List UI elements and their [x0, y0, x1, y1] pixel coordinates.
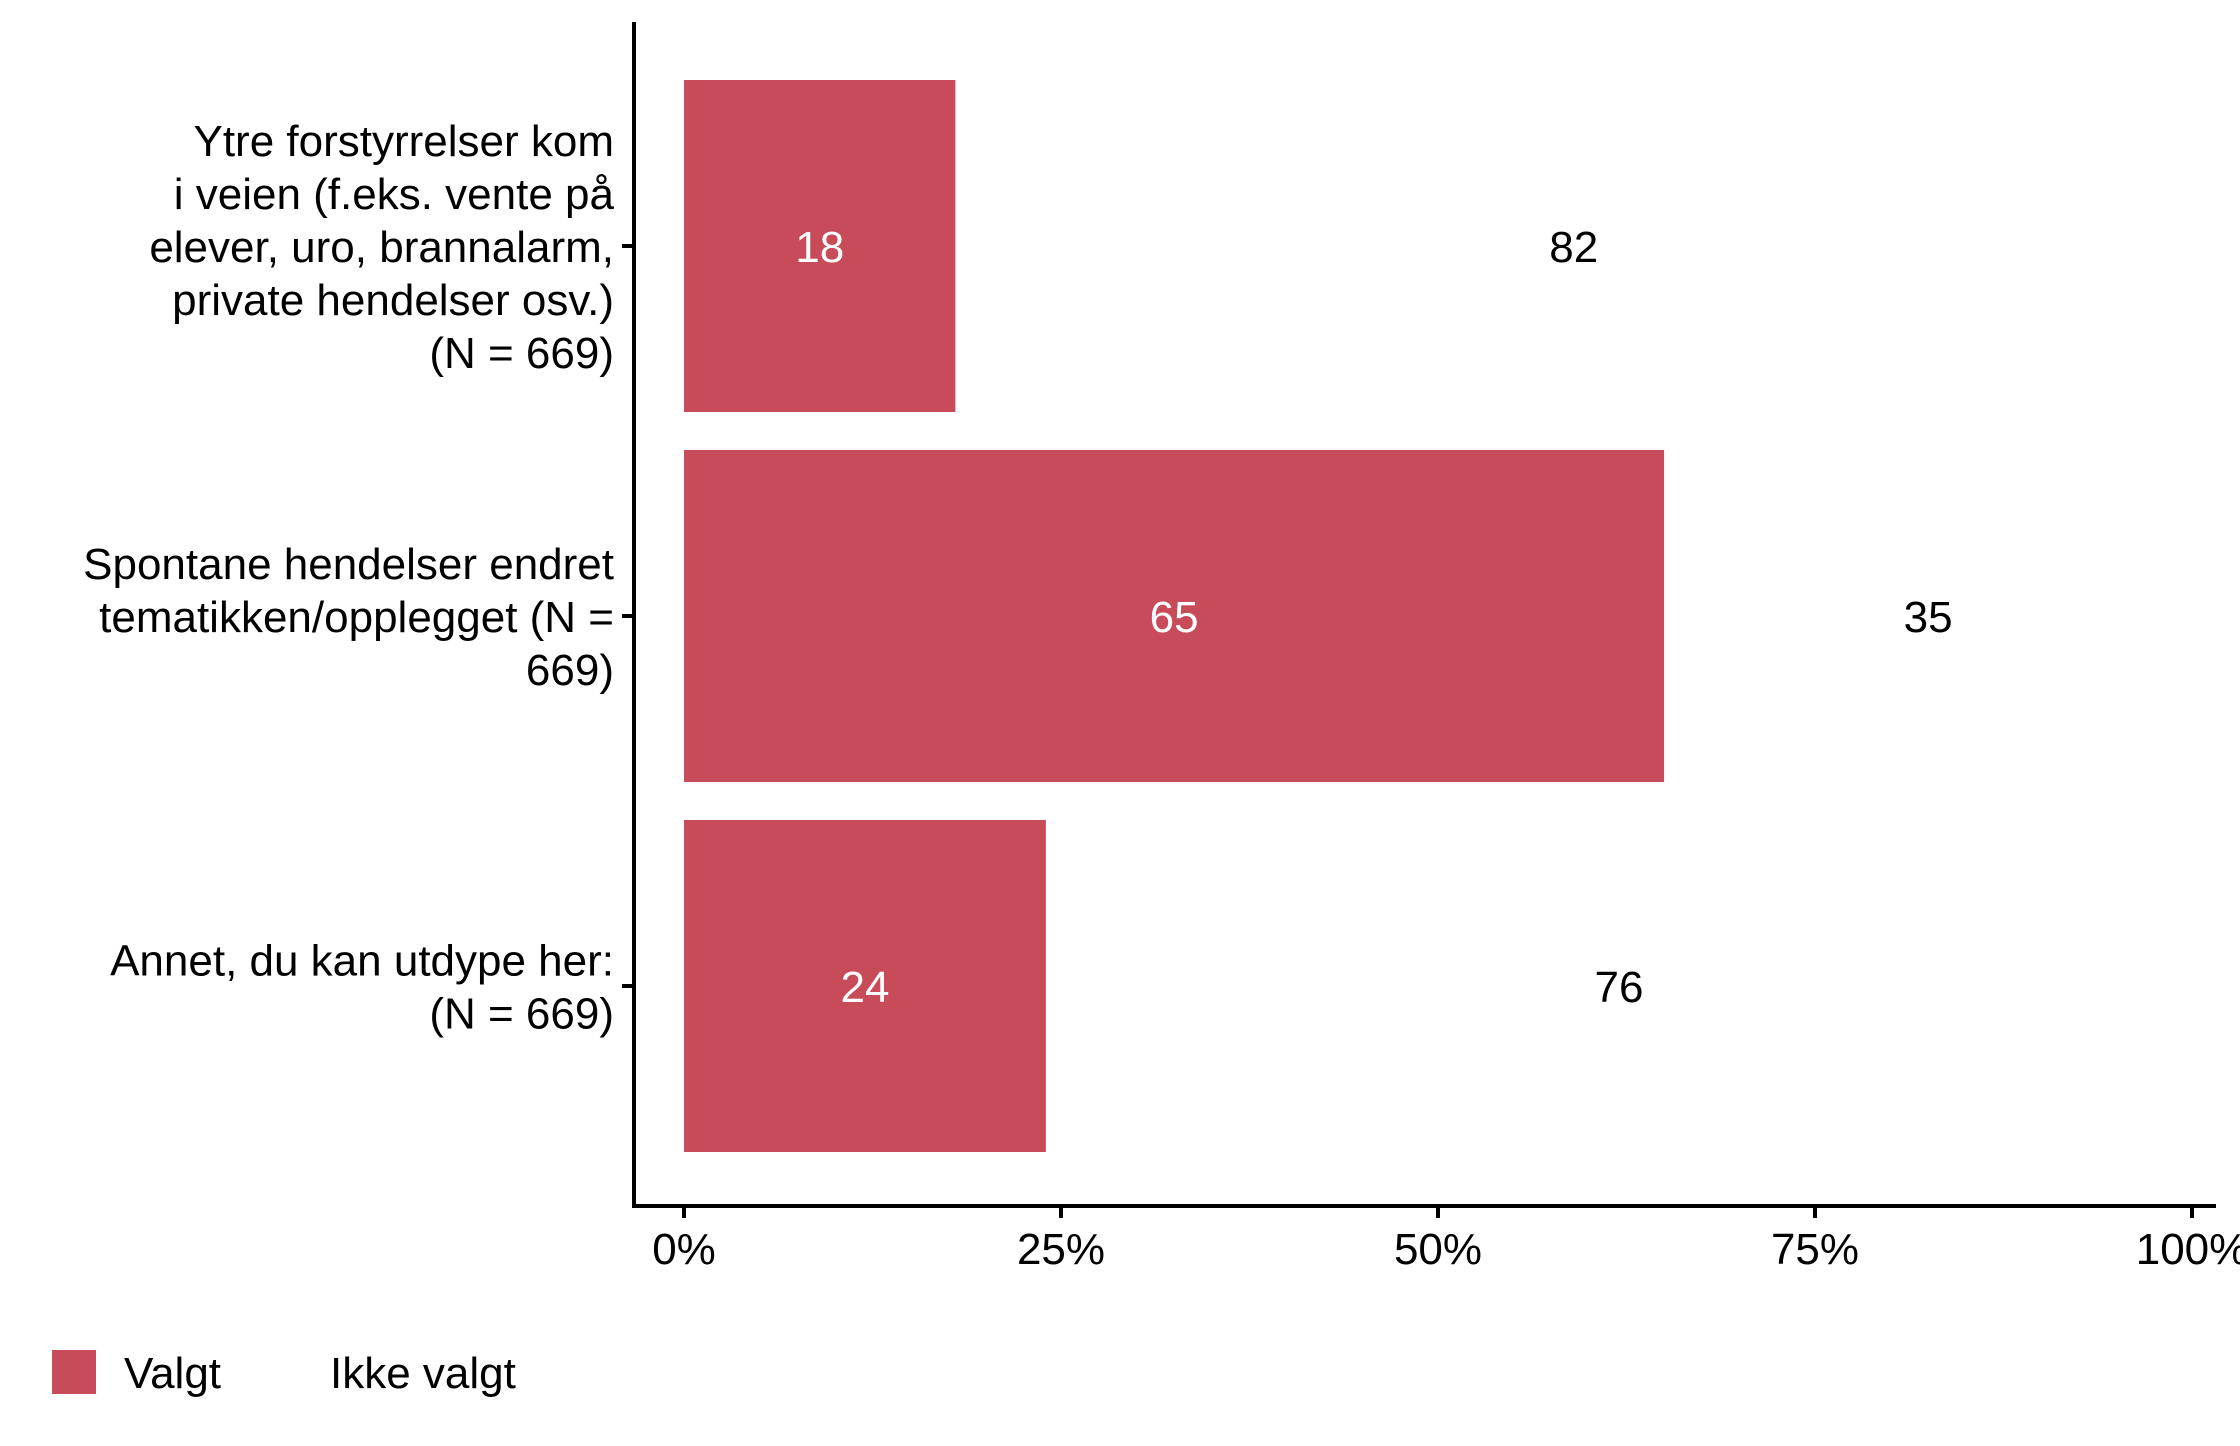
x-ticks-layer: 0% 25% 50% 75% 100% [652, 1206, 2240, 1274]
y-category-label-line: Ytre forstyrrelser kom [193, 117, 614, 166]
value-label: 18 [795, 223, 844, 272]
y-category-label-line: (N = 669) [429, 329, 614, 378]
bars-layer [684, 80, 2193, 1152]
value-label: 35 [1904, 593, 1953, 642]
legend-label: Valgt [124, 1349, 221, 1398]
bar-ikke-valgt-0 [955, 80, 2193, 412]
value-label: 76 [1594, 963, 1643, 1012]
value-label: 65 [1150, 593, 1199, 642]
y-axis [622, 22, 636, 1206]
bar-ikke-valgt-2 [1045, 820, 2192, 1152]
value-labels-layer: 18 82 65 35 24 76 [795, 223, 1952, 1012]
y-category-label-line: tematikken/opplegget (N = [99, 593, 614, 642]
x-tick-label: 100% [2136, 1225, 2240, 1274]
legend-key-ikke-valgt [264, 1350, 308, 1394]
bar-ikke-valgt-1 [1664, 450, 2192, 782]
bar-valgt-1 [684, 450, 1665, 782]
x-tick-label: 25% [1017, 1225, 1105, 1274]
bar-valgt-2 [684, 820, 1046, 1152]
x-tick-label: 0% [652, 1225, 716, 1274]
legend: Valgt Ikke valgt [52, 1349, 516, 1398]
legend-label: Ikke valgt [330, 1349, 516, 1398]
y-category-label-line: i veien (f.eks. vente på [174, 170, 615, 219]
y-category-label-line: Spontane hendelser endret [83, 540, 614, 589]
y-category-label-line: (N = 669) [429, 989, 614, 1038]
x-tick-label: 50% [1394, 1225, 1482, 1274]
value-label: 82 [1549, 223, 1598, 272]
value-label: 24 [840, 963, 889, 1012]
legend-key-valgt [52, 1350, 96, 1394]
bar-valgt-0 [684, 80, 956, 412]
y-category-label-line: private hendelser osv.) [172, 276, 614, 325]
y-category-label-line: 669) [526, 646, 614, 695]
y-category-label-line: elever, uro, brannalarm, [149, 223, 614, 272]
y-category-label-line: Annet, du kan utdype her: [110, 936, 614, 985]
x-tick-label: 75% [1771, 1225, 1859, 1274]
